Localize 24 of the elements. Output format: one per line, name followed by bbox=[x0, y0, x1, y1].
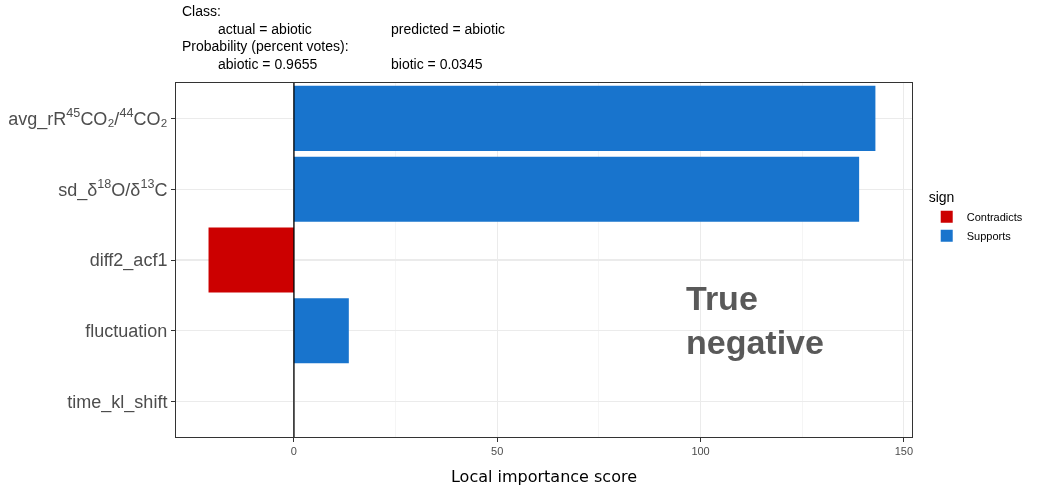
bar bbox=[293, 298, 349, 364]
x-tick-label: 100 bbox=[691, 445, 710, 458]
legend-label: Supports bbox=[966, 230, 1012, 243]
text: actual = abiotic bbox=[218, 21, 312, 37]
x-tick-label: 50 bbox=[491, 445, 504, 458]
legend-title: sign bbox=[928, 189, 955, 206]
y-tick-label: diff2_acf1 bbox=[89, 250, 168, 272]
bar bbox=[293, 156, 860, 222]
legend-label: Contradicts bbox=[966, 211, 1023, 224]
y-tick-label: fluctuation bbox=[85, 321, 168, 342]
x-tick-label: 0 bbox=[290, 445, 297, 458]
text: abiotic = 0.9655 bbox=[218, 56, 318, 72]
y-tick-label: time_kl_shift bbox=[67, 391, 168, 413]
y-tick-label: sd_δ$^{18}$O/δ$^{13}$C bbox=[58, 176, 168, 201]
x-axis-title: Local importance score bbox=[450, 466, 638, 486]
text: biotic = 0.0345 bbox=[391, 56, 483, 72]
text: predicted = abiotic bbox=[391, 21, 506, 37]
annotation: True negative bbox=[686, 279, 824, 362]
x-tick-label: 150 bbox=[894, 445, 914, 458]
bar bbox=[293, 85, 876, 151]
text: Probability (percent votes): bbox=[182, 38, 349, 54]
text: Class: bbox=[182, 3, 221, 19]
y-tick-label: avg_rR$^{45}$CO₂/$^{44}$CO₂ bbox=[8, 106, 168, 130]
bar bbox=[208, 227, 294, 293]
